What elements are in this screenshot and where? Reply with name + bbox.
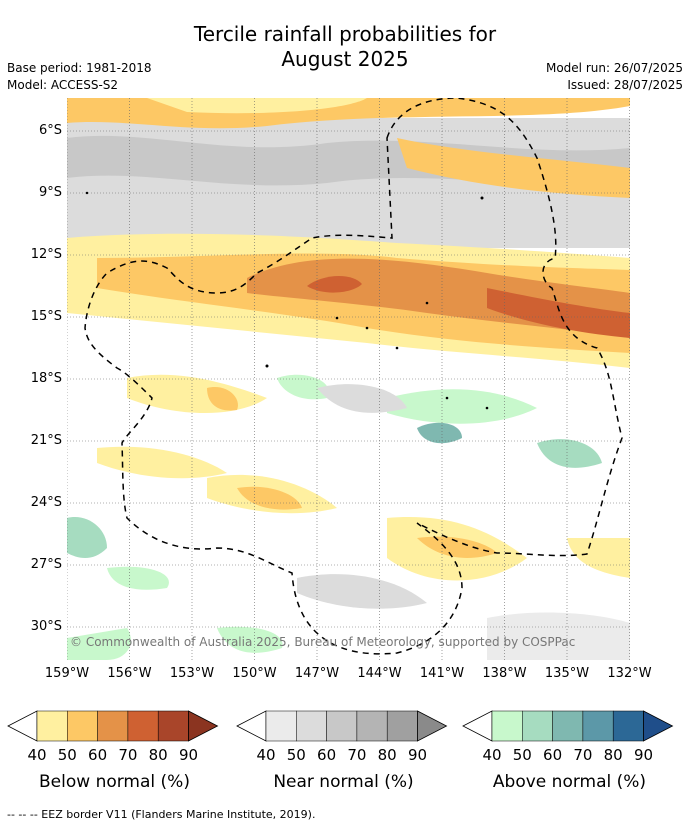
above-normal-patch-5 (67, 517, 107, 558)
lat-label: 18°S (30, 371, 62, 386)
below-normal-max-2 (487, 288, 630, 338)
colorbar-tick-label: 50 (287, 746, 306, 764)
colorbar-segment (36, 710, 68, 742)
below-normal-patch-8 (567, 538, 630, 578)
copyright-text: © Commonwealth of Australia 2025, Bureau… (70, 635, 575, 649)
map-panel: © Commonwealth of Australia 2025, Bureau… (67, 98, 630, 660)
lon-label: 156°W (107, 666, 152, 681)
colorbar-segment (522, 710, 553, 742)
above-normal-patch-2 (417, 422, 462, 444)
lon-label: 144°W (357, 666, 402, 681)
lon-label: 147°W (294, 666, 340, 681)
colorbar-segment (157, 710, 189, 742)
colorbar-segment (326, 710, 358, 742)
lon-label: 159°W (44, 666, 90, 681)
colorbar-tick-label: 50 (513, 746, 532, 764)
title-line-2: August 2025 (281, 47, 409, 71)
colorbars: 40 50 60 70 80 90 40 50 60 70 80 90 40 50 60 70 80 90 (7, 710, 674, 764)
colorbar-tick-label: 40 (482, 746, 501, 764)
model-name: Model: ACCESS-S2 (7, 78, 119, 92)
colorbar-tick-label: 90 (179, 746, 198, 764)
lat-label: 24°S (30, 495, 62, 510)
above-normal-patch-7 (217, 626, 283, 653)
colorbar-tick-label: 70 (347, 746, 366, 764)
colorbar-segment (67, 710, 98, 742)
colorbar-title: Near normal (%) (273, 772, 414, 792)
above-normal-patch-1 (387, 389, 537, 424)
map-title: Tercile rainfall probabilities for Augus… (0, 22, 690, 72)
colorbar-extend-low (236, 710, 267, 742)
lon-label: 135°W (544, 666, 590, 681)
lon-label: 150°W (232, 666, 277, 681)
colorbar-tick-label: 90 (634, 746, 653, 764)
colorbar-segment (356, 710, 388, 742)
near-normal-patch-2 (317, 384, 407, 413)
colorbar-segment (386, 710, 418, 742)
lon-label: 153°W (169, 666, 215, 681)
colorbar-tick-label: 40 (256, 746, 275, 764)
title-line-1: Tercile rainfall probabilities for (193, 22, 497, 46)
above-normal-patch-4 (277, 374, 329, 400)
colorbar-tick-label: 80 (149, 746, 168, 764)
colorbar-segment (612, 710, 644, 742)
lat-label: 15°S (30, 309, 62, 324)
grid-lines (67, 98, 630, 660)
colorbar-tick-label: 80 (378, 746, 397, 764)
colorbar-extend-high (643, 710, 674, 742)
islands (85, 191, 489, 410)
colorbar-segment (491, 710, 523, 742)
colorbar-tick-label: 80 (604, 746, 623, 764)
below-normal-top-light (147, 98, 367, 114)
below-normal-patch-5 (237, 486, 302, 510)
near-normal-patch-3 (487, 612, 630, 660)
colorbar-tick-label: 50 (58, 746, 77, 764)
colorbar-extend-high (417, 710, 448, 742)
colorbar-tick-label: 60 (88, 746, 107, 764)
colorbar-3: 40 50 60 70 80 90 (462, 710, 674, 764)
colorbar-segment (97, 710, 129, 742)
above-normal-patch-3 (537, 439, 602, 468)
above-normal-patch-8 (67, 628, 131, 660)
colorbar-extend-high (188, 710, 219, 742)
eez-border (84, 98, 623, 655)
colorbar-title: Below normal (%) (39, 772, 190, 792)
colorbar-tick-label: 60 (317, 746, 336, 764)
colorbar-segment (127, 710, 159, 742)
colorbar-tick-label: 40 (27, 746, 46, 764)
colorbar-tick-label: 60 (543, 746, 562, 764)
below-normal-patch-7 (417, 536, 497, 558)
colorbar-1: 40 50 60 70 80 90 (7, 710, 219, 764)
colorbar-extend-low (462, 710, 493, 742)
lat-label: 27°S (30, 557, 62, 572)
below-normal-9s (397, 138, 630, 198)
lat-label: 6°S (38, 123, 62, 138)
colorbar-title: Above normal (%) (492, 772, 647, 792)
colorbar-segment (296, 710, 327, 742)
lon-label: 132°W (607, 666, 652, 681)
colorbar-tick-label: 70 (118, 746, 137, 764)
colorbar-segment (265, 710, 297, 742)
eez-footer-note: -- -- -- EEZ border V11 (Flanders Marine… (7, 808, 316, 821)
lat-label: 12°S (30, 247, 62, 262)
colorbar-2: 40 50 60 70 80 90 (236, 710, 448, 764)
model-run: Model run: 26/07/2025 (545, 61, 683, 75)
colorbar-segment (552, 710, 584, 742)
lat-label: 30°S (30, 619, 62, 634)
lon-label: 141°W (419, 666, 465, 681)
below-normal-max-1 (307, 275, 362, 293)
lat-label: 21°S (30, 433, 62, 448)
base-period: Base period: 1981-2018 (7, 61, 152, 75)
lon-label: 138°W (482, 666, 527, 681)
colorbar-tick-label: 90 (408, 746, 427, 764)
issued-date: Issued: 28/07/2025 (567, 78, 683, 92)
above-normal-patch-6 (107, 566, 169, 590)
colorbar-tick-label: 70 (573, 746, 592, 764)
below-normal-patch-2 (207, 387, 238, 411)
colorbar-segment (582, 710, 614, 742)
near-normal-patch-1 (297, 574, 427, 609)
meta-right: Model run: 26/07/2025 Issued: 28/07/2025 (546, 60, 683, 94)
colorbar-extend-low (7, 710, 38, 742)
lat-label: 9°S (38, 185, 62, 200)
meta-left: Base period: 1981-2018 Model: ACCESS-S2 (7, 60, 152, 94)
